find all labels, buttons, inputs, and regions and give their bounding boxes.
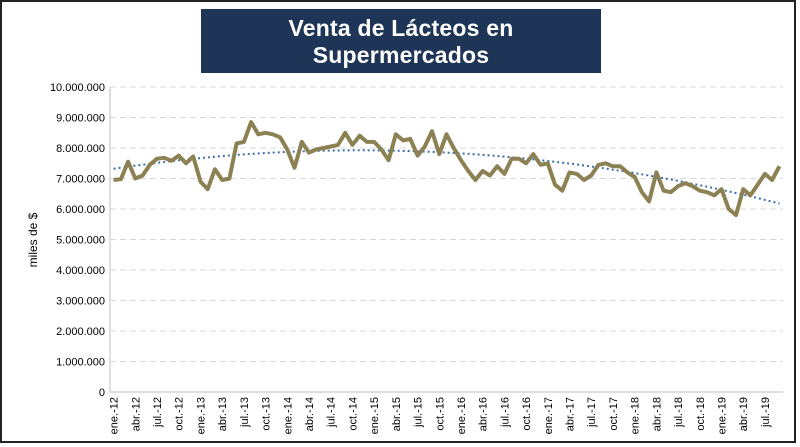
chart-title: Venta de Lácteos en Supermercados xyxy=(288,15,514,68)
x-tick-label: ene.-15 xyxy=(369,397,381,434)
x-tick-label: ene.-12 xyxy=(109,397,121,434)
x-tick-label: ene.-17 xyxy=(543,397,555,434)
x-tick-label: jul.-13 xyxy=(239,397,251,428)
x-tick-label: oct.-13 xyxy=(261,397,273,431)
trend-line xyxy=(113,149,780,205)
y-axis-label: miles de $ xyxy=(26,212,40,267)
y-tick-label: 4.000.000 xyxy=(56,265,105,277)
y-axis: 0 1.000.000 2.000.000 3.000.000 4.000.000 5.0… xyxy=(50,82,111,399)
x-tick-label: oct.-14 xyxy=(347,397,359,431)
x-tick-label: oct.-16 xyxy=(521,397,533,431)
x-tick-label: oct.-12 xyxy=(174,397,186,431)
x-tick-label: ene.-16 xyxy=(456,397,468,434)
x-tick-label: jul.-14 xyxy=(326,397,338,428)
gridlines xyxy=(110,86,783,362)
x-tick-label: jul.-15 xyxy=(413,397,425,428)
series-line xyxy=(113,120,782,218)
x-tick-label: abr.-18 xyxy=(651,397,663,431)
x-tick-label: abr.-19 xyxy=(738,397,750,431)
x-tick-label: ene.-14 xyxy=(282,397,294,434)
x-tick-label: abr.-15 xyxy=(391,397,403,431)
title-box: Venta de Lácteos en Supermercados - mont… xyxy=(201,9,601,92)
y-tick-label: 0 xyxy=(99,387,105,399)
x-tick-label: abr.-17 xyxy=(565,397,577,431)
x-tick-label: jul.-17 xyxy=(586,397,598,428)
y-tick-label: 10.000.000 xyxy=(50,82,105,94)
x-tick-label: abr.-13 xyxy=(217,397,229,431)
y-tick-label: 9.000.000 xyxy=(56,113,105,125)
x-tick-label: jul.-19 xyxy=(760,397,772,428)
x-tick-label: oct.-18 xyxy=(695,397,707,431)
x-tick-label: abr.-16 xyxy=(478,397,490,431)
y-tick-label: 3.000.000 xyxy=(56,296,105,308)
x-axis: ene.-12 abr.-12 jul.-12 oct.-12 ene.-13 abr.-… xyxy=(109,391,783,434)
y-tick-label: 2.000.000 xyxy=(56,326,105,338)
x-tick-label: abr.-12 xyxy=(130,397,142,431)
y-tick-label: 6.000.000 xyxy=(56,204,105,216)
x-tick-label: ene.-18 xyxy=(630,397,642,434)
x-tick-label: oct.-17 xyxy=(608,397,620,431)
x-tick-label: jul.-18 xyxy=(673,397,685,428)
x-tick-label: ene.-19 xyxy=(716,397,728,434)
x-tick-label: jul.-16 xyxy=(499,397,511,428)
y-tick-label: 5.000.000 xyxy=(56,235,105,247)
x-tick-label: oct.-15 xyxy=(434,397,446,431)
x-tick-label: ene.-13 xyxy=(195,397,207,434)
y-tick-label: 7.000.000 xyxy=(56,174,105,186)
y-tick-label: 1.000.000 xyxy=(56,357,105,369)
y-tick-label: 8.000.000 xyxy=(56,143,105,155)
x-tick-label: abr.-14 xyxy=(304,397,316,431)
x-tick-label: jul.-12 xyxy=(152,397,164,428)
